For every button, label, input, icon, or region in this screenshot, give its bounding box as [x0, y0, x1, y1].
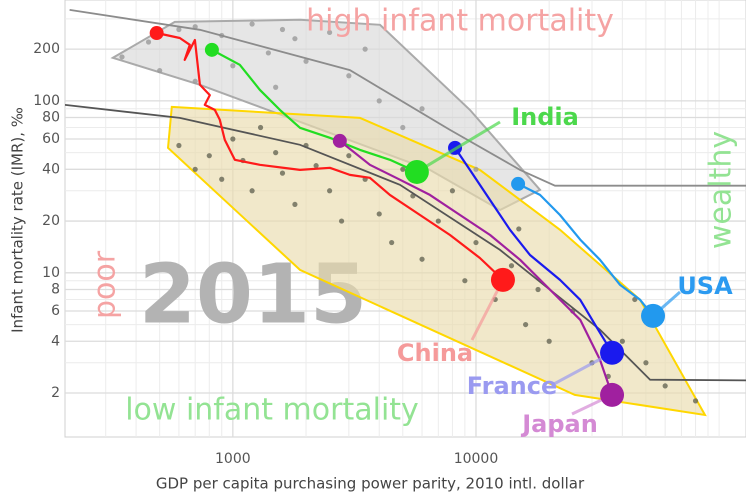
country-dot	[176, 26, 182, 33]
country-dot	[119, 54, 125, 60]
annotation: poor	[88, 250, 123, 319]
country-dot	[303, 58, 309, 64]
country-label: France	[467, 372, 557, 400]
country-dot	[230, 63, 236, 69]
y-tick-label: 2	[51, 385, 60, 401]
country-dot	[257, 124, 264, 131]
country-dot	[376, 211, 382, 217]
end-point	[641, 303, 666, 328]
trajectory	[517, 182, 654, 317]
y-tick-label: 200	[33, 41, 60, 57]
country-dot	[292, 36, 298, 42]
country-label: India	[511, 103, 579, 131]
country-dot	[400, 166, 406, 172]
country-dot	[279, 26, 286, 33]
country-dot	[327, 188, 333, 194]
country-dot	[265, 50, 271, 56]
reference-curve	[65, 104, 746, 382]
country-dot	[546, 338, 552, 344]
y-tick-label: 8	[51, 281, 60, 297]
country-dot	[249, 188, 255, 194]
country-dot	[435, 218, 441, 224]
annotation: high infant mortality	[306, 4, 614, 39]
country-dot	[327, 29, 333, 36]
y-tick-label: 10	[42, 265, 60, 281]
trajectory	[156, 31, 504, 281]
country-dot	[145, 39, 152, 45]
end-point	[490, 267, 515, 292]
country-dot	[206, 153, 212, 159]
country-dot	[473, 166, 479, 172]
country-dot	[313, 163, 319, 169]
reference-curve	[69, 9, 746, 187]
country-dot	[462, 278, 468, 284]
start-point	[511, 176, 526, 191]
country-dot	[279, 170, 286, 176]
y-tick-label: 4	[51, 333, 60, 349]
y-tick-label: 6	[51, 303, 60, 319]
country-dot	[346, 153, 352, 159]
country-dot	[419, 256, 425, 262]
y-tick-label: 40	[42, 161, 60, 177]
country-dot	[273, 150, 279, 156]
country-dot	[662, 383, 668, 389]
country-dot	[346, 73, 352, 79]
country-dot	[376, 98, 382, 104]
trajectory	[339, 140, 614, 396]
x-tick-label: 1000	[215, 451, 251, 467]
country-dot	[419, 106, 425, 112]
x-axis-label: GDP per capita purchasing power parity, …	[156, 475, 585, 493]
country-label: Japan	[520, 410, 598, 438]
trajectory	[211, 48, 418, 174]
country-dot	[192, 166, 198, 172]
country-dot	[192, 78, 198, 84]
country-dot	[523, 321, 529, 328]
start-point	[149, 26, 164, 41]
country-dot	[643, 360, 649, 366]
country-dot	[273, 84, 279, 90]
end-point	[600, 382, 625, 407]
country-dot	[692, 398, 699, 404]
annotation: wealthy	[704, 131, 739, 249]
country-dot	[508, 263, 515, 269]
country-dot	[338, 218, 345, 224]
y-tick-label: 100	[33, 93, 60, 109]
country-dot	[219, 176, 225, 182]
country-dot	[362, 46, 368, 52]
y-tick-label: 20	[42, 213, 60, 229]
end-point	[600, 340, 625, 365]
annotation: low infant mortality	[125, 393, 419, 428]
country-dot	[535, 286, 541, 293]
y-tick-label: 60	[42, 131, 60, 147]
country-dot	[449, 188, 456, 194]
country-dot	[473, 239, 479, 246]
country-dot	[176, 142, 182, 149]
country-label: USA	[677, 272, 733, 300]
country-dot	[292, 201, 298, 208]
y-axis-label: Infant mortality rate (IMR), ‰	[9, 107, 27, 333]
country-dot	[400, 124, 406, 131]
country-dot	[157, 67, 163, 74]
end-point	[404, 159, 429, 184]
start-point	[332, 133, 347, 148]
y-tick-label: 80	[42, 110, 60, 126]
country-dot	[619, 338, 625, 344]
country-label: China	[397, 339, 473, 367]
country-dot	[389, 239, 395, 246]
leader-line	[416, 120, 501, 174]
country-dot	[516, 226, 522, 232]
trajectory	[454, 147, 614, 354]
hull	[166, 105, 707, 417]
x-tick-label: 10000	[454, 451, 499, 467]
country-dot	[230, 136, 236, 142]
country-dot	[249, 21, 255, 27]
start-point	[204, 42, 219, 57]
